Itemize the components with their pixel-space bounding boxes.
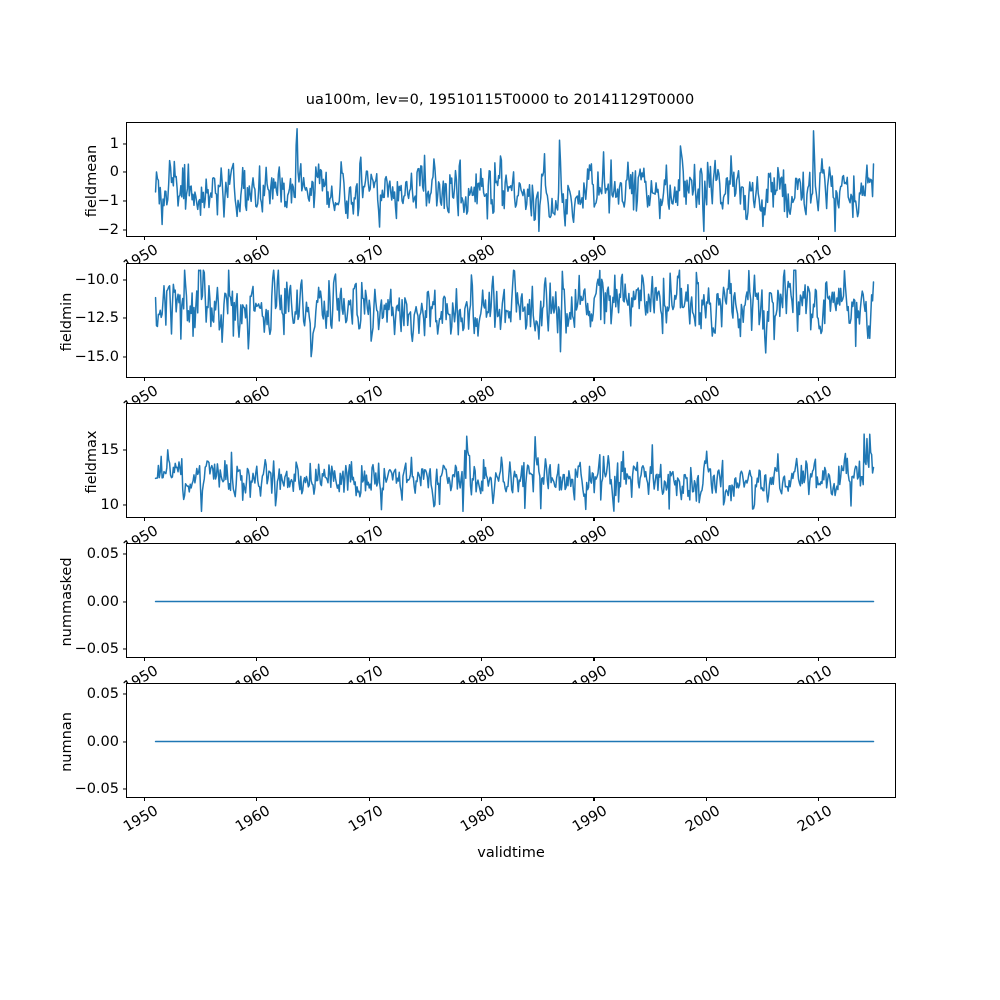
x-tick-label: 2010 (795, 803, 836, 836)
y-tick-mark (123, 143, 127, 145)
y-axis-label: numnan (59, 711, 75, 772)
x-tick-mark (481, 236, 483, 240)
x-tick-mark (256, 236, 258, 240)
x-tick-mark (593, 657, 595, 661)
y-axis-label: nummasked (59, 556, 75, 647)
y-tick-label: 0.05 (86, 685, 119, 702)
y-tick-label: −1 (97, 193, 119, 210)
y-tick-label: 0 (109, 164, 119, 181)
subplot-fieldmax: 10 15 1950 1960 1970 1980 1990 2000 2010 fieldmax (84, 403, 896, 555)
x-tick-mark (705, 517, 707, 521)
plot-area (127, 264, 895, 377)
subplot-fieldmean: −2 −1 0 1 1950 1960 1970 1980 1990 2000 2010 fieldm… (84, 122, 896, 274)
y-tick-mark (123, 279, 127, 281)
x-tick-mark (143, 236, 145, 240)
x-tick-mark (368, 377, 370, 381)
x-tick-mark (368, 657, 370, 661)
x-tick-label: 1990 (570, 803, 611, 836)
x-tick-mark (368, 797, 370, 801)
x-tick-mark (143, 657, 145, 661)
subplot-numnan: −0.05 0.00 0.05 1950 1960 1970 1980 1990 2000 201… (59, 683, 896, 835)
data-line-fieldmax (154, 433, 875, 513)
x-tick-label: 1970 (345, 803, 386, 836)
x-tick-mark (256, 797, 258, 801)
y-tick-mark (123, 600, 127, 603)
subplot-fieldmin: −15.0 −12.5 −10.0 1950 1960 1970 1980 1990 2000 2… (59, 263, 896, 415)
subplot-nummasked: −0.05 0.00 0.05 1950 1960 1970 1980 1990 2000 201… (59, 543, 896, 695)
y-tick-label: −12.5 (74, 310, 119, 327)
x-tick-mark (256, 657, 258, 661)
x-tick-mark (593, 797, 595, 801)
plot-area (127, 123, 895, 236)
x-tick-mark (705, 657, 707, 661)
y-tick-mark (123, 788, 127, 790)
x-tick-mark (818, 377, 820, 381)
x-tick-label: 2000 (682, 803, 723, 836)
y-axis-label: fieldmean (84, 144, 101, 217)
y-tick-label: 0.05 (86, 545, 119, 562)
data-line-fieldmin (154, 269, 875, 358)
x-tick-mark (818, 797, 820, 801)
plot-area (127, 404, 895, 517)
x-tick-mark (818, 236, 820, 240)
x-tick-mark (368, 236, 370, 240)
x-tick-mark (481, 797, 483, 801)
y-tick-mark (123, 229, 127, 231)
y-tick-label: −15.0 (74, 349, 119, 366)
x-tick-mark (705, 377, 707, 381)
y-tick-mark (123, 553, 127, 555)
x-axis-label: validtime (477, 845, 545, 861)
y-tick-mark (123, 740, 127, 743)
x-tick-mark (368, 517, 370, 521)
x-tick-mark (481, 657, 483, 661)
x-tick-mark (256, 377, 258, 381)
x-tick-mark (593, 236, 595, 240)
y-tick-label: 15 (100, 442, 119, 458)
x-tick-mark (143, 517, 145, 521)
y-axis-label: fieldmax (84, 430, 101, 493)
x-tick-mark (481, 377, 483, 381)
x-tick-label: 1980 (458, 803, 499, 836)
x-tick-mark (593, 517, 595, 521)
y-tick-label: −10.0 (74, 271, 119, 288)
y-tick-label: 0.00 (86, 733, 119, 750)
x-tick-mark (143, 797, 145, 801)
x-tick-mark (481, 517, 483, 521)
y-tick-label: −0.05 (74, 781, 119, 798)
y-tick-label: −0.05 (74, 641, 119, 658)
y-axis-label: fieldmin (59, 292, 75, 351)
x-tick-label: 1960 (233, 803, 274, 836)
x-tick-mark (256, 517, 258, 521)
y-tick-label: −2 (97, 221, 119, 238)
x-tick-mark (818, 517, 820, 521)
plot-area (127, 684, 895, 797)
y-tick-mark (123, 356, 127, 358)
y-tick-mark (123, 317, 127, 319)
data-line-fieldmean (154, 128, 875, 233)
x-tick-mark (705, 797, 707, 801)
x-tick-label: 1950 (120, 803, 161, 836)
y-tick-label: 0.00 (86, 593, 119, 610)
x-tick-mark (705, 236, 707, 240)
y-tick-mark (123, 504, 127, 506)
x-tick-mark (818, 657, 820, 661)
y-tick-mark (123, 449, 127, 451)
plot-area (127, 544, 895, 657)
y-tick-mark (123, 171, 127, 173)
y-tick-mark (123, 648, 127, 650)
figure-title: ua100m, lev=0, 19510115T0000 to 20141129… (305, 92, 695, 108)
y-tick-label: 10 (100, 496, 119, 513)
x-tick-mark (143, 377, 145, 381)
y-tick-label: 1 (109, 135, 119, 152)
x-tick-mark (593, 377, 595, 381)
y-tick-mark (123, 693, 127, 695)
y-tick-mark (123, 200, 127, 202)
